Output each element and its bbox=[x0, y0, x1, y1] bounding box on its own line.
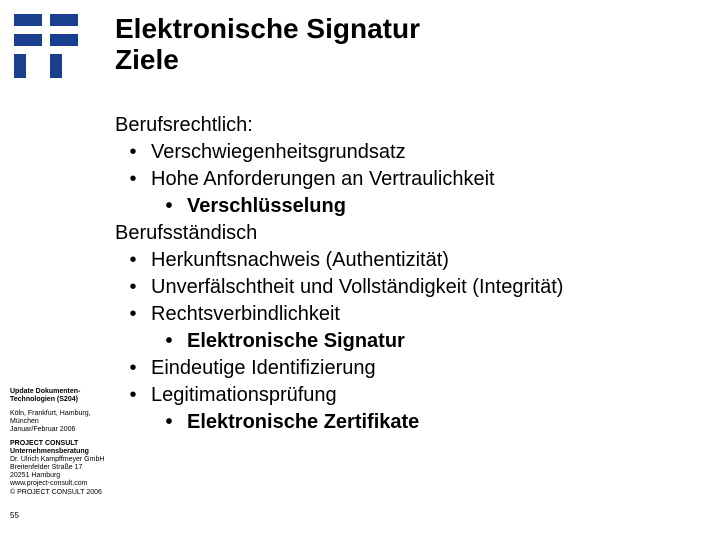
bullet-text: Herkunftsnachweis (Authentizität) bbox=[151, 247, 449, 274]
sidebar-text: München bbox=[10, 418, 108, 426]
section-1-heading: Berufsrechtlich: bbox=[115, 112, 705, 139]
sidebar: Update Dokumenten- Technologien (S204) K… bbox=[10, 388, 108, 503]
sidebar-text: 20251 Hamburg bbox=[10, 472, 108, 480]
bullet-mark: • bbox=[115, 382, 151, 409]
sub-bullet-text: Elektronische Zertifikate bbox=[187, 409, 419, 436]
sidebar-text: Unternehmensberatung bbox=[10, 448, 108, 456]
sidebar-text: Dr. Ulrich Kampffmeyer GmbH bbox=[10, 456, 108, 464]
bullet-item: • Herkunftsnachweis (Authentizität) bbox=[115, 247, 705, 274]
title-line-1: Elektronische Signatur bbox=[115, 14, 695, 45]
sidebar-text: Köln, Frankfurt, Hamburg, bbox=[10, 410, 108, 418]
sidebar-text: © PROJECT CONSULT 2006 bbox=[10, 489, 108, 497]
bullet-item: • Verschwiegenheitsgrundsatz bbox=[115, 139, 705, 166]
logo-icon bbox=[14, 14, 78, 78]
bullet-text: Eindeutige Identifizierung bbox=[151, 355, 376, 382]
bullet-mark: • bbox=[115, 166, 151, 193]
bullet-text: Unverfälschtheit und Vollständigkeit (In… bbox=[151, 274, 563, 301]
bullet-text: Rechtsverbindlichkeit bbox=[151, 301, 340, 328]
content: Berufsrechtlich: • Verschwiegenheitsgrun… bbox=[115, 112, 705, 436]
sub-bullet-item: • Verschlüsselung bbox=[115, 193, 705, 220]
sidebar-text: Technologien (S204) bbox=[10, 396, 108, 404]
bullet-mark: • bbox=[115, 139, 151, 166]
sub-bullet-item: • Elektronische Zertifikate bbox=[115, 409, 705, 436]
sidebar-text: Januar/Februar 2006 bbox=[10, 426, 108, 434]
page-number: 55 bbox=[10, 511, 19, 520]
sidebar-block-2: Köln, Frankfurt, Hamburg, München Januar… bbox=[10, 410, 108, 434]
sub-bullet-text: Verschlüsselung bbox=[187, 193, 346, 220]
title-line-2: Ziele bbox=[115, 45, 695, 76]
sidebar-text: www.project-consult.com bbox=[10, 480, 108, 488]
bullet-text: Hohe Anforderungen an Vertraulichkeit bbox=[151, 166, 495, 193]
bullet-item: • Rechtsverbindlichkeit bbox=[115, 301, 705, 328]
sidebar-text: Update Dokumenten- bbox=[10, 388, 108, 396]
bullet-text: Legitimationsprüfung bbox=[151, 382, 337, 409]
sub-bullet-item: • Elektronische Signatur bbox=[115, 328, 705, 355]
bullet-mark: • bbox=[115, 355, 151, 382]
bullet-mark: • bbox=[151, 409, 187, 436]
bullet-mark: • bbox=[115, 301, 151, 328]
sidebar-text: Breitenfelder Straße 17 bbox=[10, 464, 108, 472]
bullet-item: • Unverfälschtheit und Vollständigkeit (… bbox=[115, 274, 705, 301]
bullet-mark: • bbox=[151, 193, 187, 220]
section-2-heading: Berufsständisch bbox=[115, 220, 705, 247]
slide: Elektronische Signatur Ziele Berufsrecht… bbox=[0, 0, 720, 540]
logo bbox=[14, 14, 78, 78]
bullet-mark: • bbox=[115, 247, 151, 274]
title-block: Elektronische Signatur Ziele bbox=[115, 14, 695, 76]
bullet-mark: • bbox=[151, 328, 187, 355]
sidebar-text: PROJECT CONSULT bbox=[10, 440, 108, 448]
bullet-item: • Eindeutige Identifizierung bbox=[115, 355, 705, 382]
bullet-item: • Hohe Anforderungen an Vertraulichkeit bbox=[115, 166, 705, 193]
bullet-item: • Legitimationsprüfung bbox=[115, 382, 705, 409]
sub-bullet-text: Elektronische Signatur bbox=[187, 328, 405, 355]
sidebar-block-1: Update Dokumenten- Technologien (S204) bbox=[10, 388, 108, 404]
bullet-mark: • bbox=[115, 274, 151, 301]
sidebar-block-3: PROJECT CONSULT Unternehmensberatung Dr.… bbox=[10, 440, 108, 496]
bullet-text: Verschwiegenheitsgrundsatz bbox=[151, 139, 406, 166]
